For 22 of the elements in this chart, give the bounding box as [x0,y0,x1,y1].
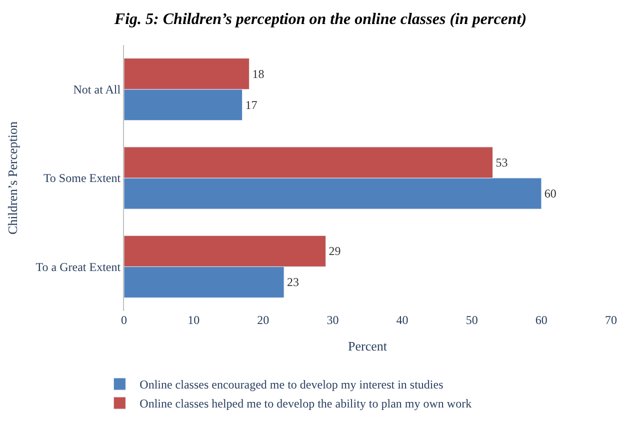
x-tick-label: 10 [188,313,200,327]
x-tick-label: 0 [121,313,127,327]
y-tick-label: To Some Extent [43,171,122,186]
legend-label: Online classes helped me to develop the ability to plan my own work [140,396,472,411]
chart-title: Fig. 5: Children’s perception on the online classes (in percent) [113,11,527,28]
data-label: 60 [544,186,556,201]
data-label: 17 [245,98,258,112]
data-label: 53 [496,155,508,170]
y-axis-title: Children’s Perception [4,121,20,235]
legend-label: Online classes encouraged me to develop my interest in studies [140,378,444,392]
x-tick-label: 20 [257,313,270,327]
x-tick-label: 30 [326,313,339,327]
x-axis-title: Percent [348,338,388,354]
data-label: 18 [252,66,264,81]
x-tick-label: 60 [535,313,548,327]
x-tick-label: 50 [466,313,478,327]
data-label: 23 [287,275,300,290]
data-label: 29 [328,244,341,258]
y-tick-label: Not at All [73,82,122,97]
y-tick-label: To a Great Extent [36,260,122,274]
x-tick-label: 40 [396,313,408,327]
x-tick-label: 70 [605,313,617,327]
